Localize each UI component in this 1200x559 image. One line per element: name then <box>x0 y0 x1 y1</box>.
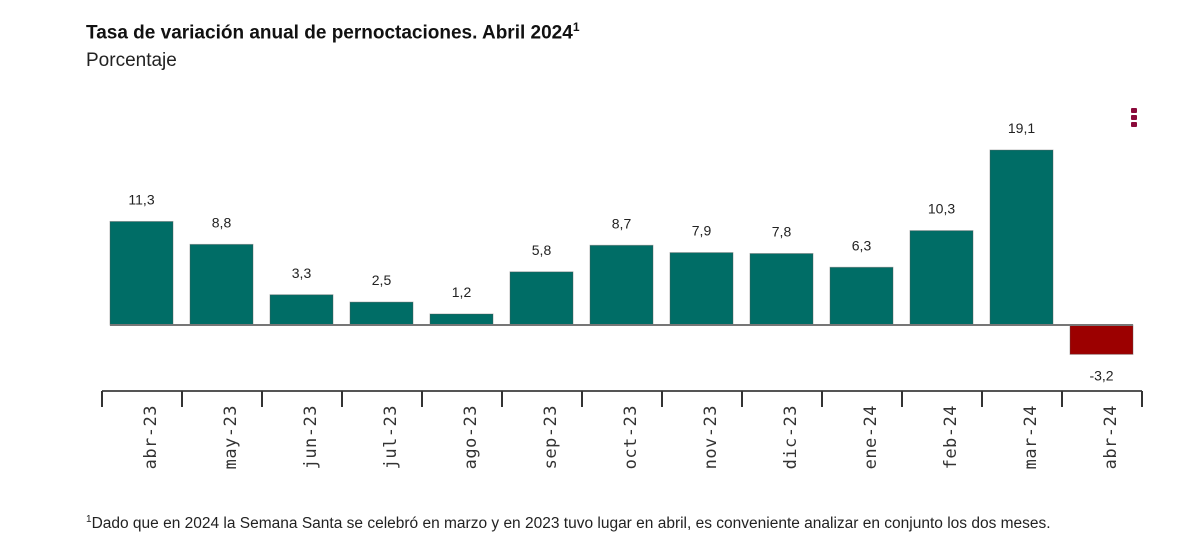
x-tick-label: may-23 <box>221 405 241 469</box>
data-label: 11,3 <box>128 191 154 207</box>
data-label: 6,3 <box>852 237 872 253</box>
data-label: 8,7 <box>612 215 632 231</box>
vertical-ellipsis-icon[interactable] <box>1128 108 1140 132</box>
bar <box>909 230 974 326</box>
data-label: 3,3 <box>292 265 312 281</box>
x-tick-label: feb-24 <box>941 405 961 469</box>
data-label: 10,3 <box>928 201 955 217</box>
title-footnote-mark: 1 <box>572 20 580 34</box>
data-label: 7,8 <box>772 224 792 240</box>
data-label: 8,8 <box>212 214 232 230</box>
data-label: 7,9 <box>692 223 712 239</box>
footnote-mark: 1 <box>86 514 92 525</box>
x-tick-label: oct-23 <box>621 405 641 469</box>
bar <box>669 252 734 326</box>
data-label: -3,2 <box>1089 367 1113 383</box>
title-text: Tasa de variación anual de pernoctacione… <box>86 22 573 44</box>
bar <box>989 149 1054 326</box>
bar <box>589 244 654 326</box>
x-tick-label: ene-24 <box>861 405 881 469</box>
x-tick-label: jun-23 <box>301 405 321 469</box>
footnote-text: Dado que en 2024 la Semana Santa se cele… <box>91 515 1051 533</box>
x-tick-label: nov-23 <box>701 405 721 469</box>
x-tick-label: ago-23 <box>461 405 481 469</box>
bar <box>109 220 174 326</box>
bar <box>829 266 894 326</box>
x-tick-label: abr-23 <box>141 405 161 469</box>
chart-subtitle: Porcentaje <box>86 50 177 71</box>
data-label: 2,5 <box>372 272 392 288</box>
data-label: 5,8 <box>532 242 552 258</box>
bar <box>429 313 494 326</box>
chart-title: Tasa de variación anual de pernoctacione… <box>86 20 580 44</box>
data-label: 1,2 <box>452 284 472 300</box>
bar <box>1069 324 1134 355</box>
bar <box>349 301 414 326</box>
x-tick-label: abr-24 <box>1101 405 1121 469</box>
x-tick-label: jul-23 <box>381 405 401 469</box>
x-tick-label: mar-24 <box>1021 405 1041 469</box>
data-label: 19,1 <box>1008 120 1035 136</box>
x-tick-label: sep-23 <box>541 405 561 469</box>
bar <box>269 294 334 326</box>
x-tick-label: dic-23 <box>781 405 801 469</box>
footnote: 1Dado que en 2024 la Semana Santa se cel… <box>86 505 1166 538</box>
bar-chart: 11,3 8,8 3,3 2,5 1,2 5,8 8,7 7,9 7,8 6,3 10,3 19,1 -… <box>101 120 1143 469</box>
bar <box>509 271 574 326</box>
bar <box>189 243 254 326</box>
bar <box>749 253 814 326</box>
